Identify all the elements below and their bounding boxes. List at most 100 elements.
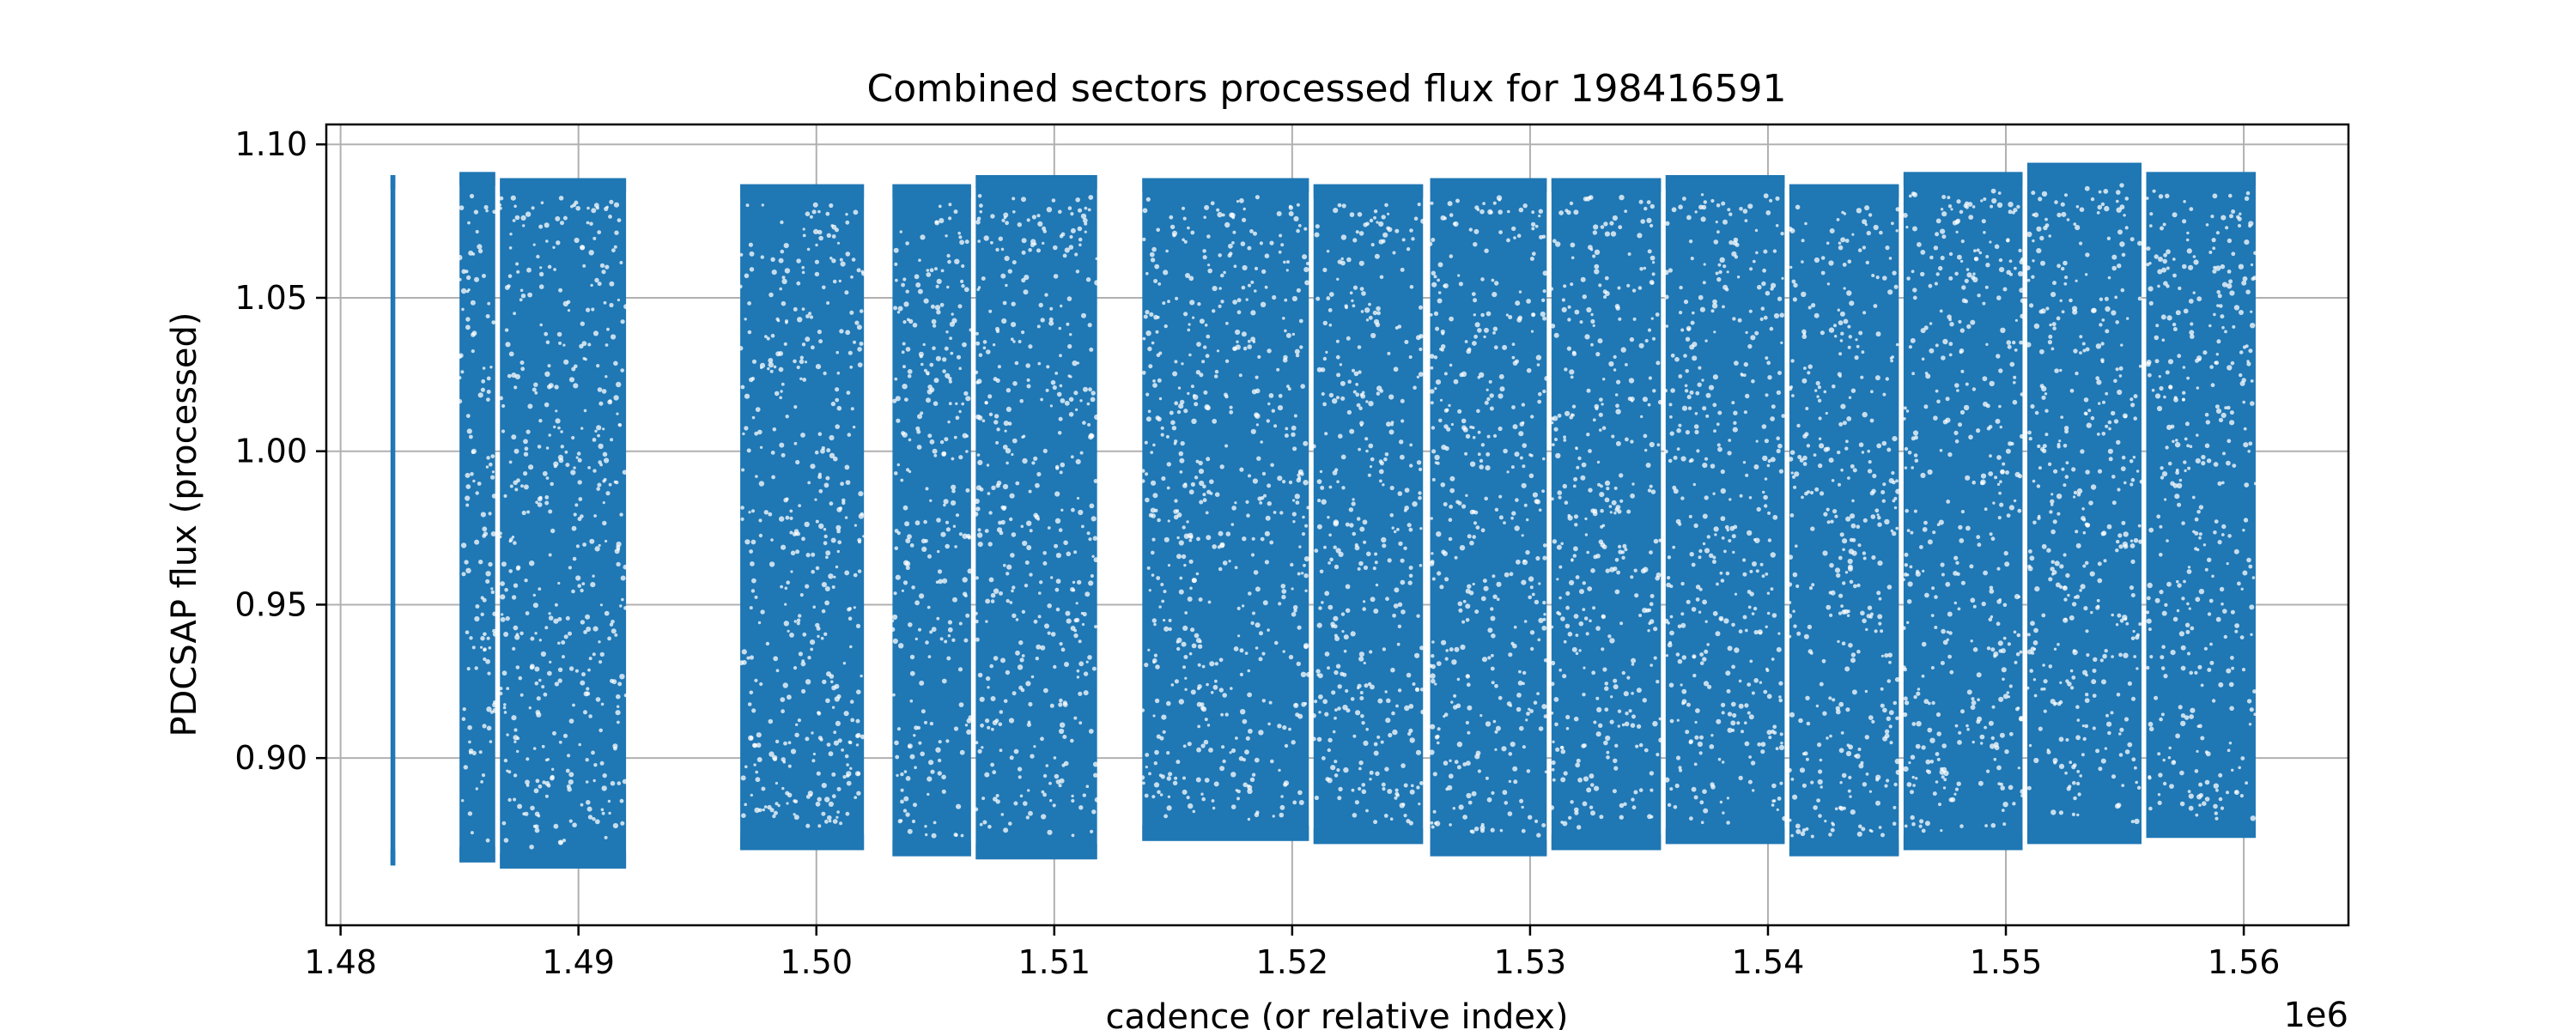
data-point-gap <box>1744 219 1748 222</box>
data-point-gap <box>1989 240 1992 244</box>
data-point-gap <box>1485 388 1489 391</box>
data-point-gap <box>844 754 849 759</box>
data-point-gap <box>1703 681 1710 687</box>
data-point-gap <box>1551 443 1555 446</box>
data-point-gap <box>996 427 1000 432</box>
data-point-gap <box>1345 306 1348 310</box>
data-point-gap <box>941 789 946 794</box>
data-point-gap <box>1510 465 1515 470</box>
data-point-gap <box>1441 344 1446 349</box>
data-point-gap <box>1391 526 1394 530</box>
data-point-gap <box>1303 563 1306 567</box>
data-point-gap <box>1892 531 1897 536</box>
data-point-gap <box>1710 198 1715 203</box>
data-point-gap <box>508 351 514 357</box>
data-point-gap <box>1449 647 1454 652</box>
data-point-gap <box>977 194 982 198</box>
data-point-gap <box>557 426 561 430</box>
data-point-gap <box>855 743 860 747</box>
data-point-gap <box>1250 553 1255 557</box>
data-point-gap <box>1801 783 1807 788</box>
data-point-gap <box>1626 509 1631 514</box>
data-point-gap <box>979 822 983 827</box>
data-point-gap <box>781 276 786 280</box>
data-point-gap <box>1851 550 1857 556</box>
data-point-gap <box>998 722 1003 727</box>
data-point-gap <box>1632 317 1637 321</box>
data-point-gap <box>1492 574 1496 579</box>
data-point-gap <box>1278 393 1283 398</box>
data-point-gap <box>460 370 465 374</box>
data-point-gap <box>1942 639 1948 645</box>
data-point-gap <box>1856 583 1861 588</box>
data-point-gap <box>750 539 756 545</box>
data-point-gap <box>1228 560 1231 563</box>
data-point-gap <box>1298 545 1302 548</box>
data-point-gap <box>779 287 782 291</box>
data-point-gap <box>1522 745 1526 749</box>
data-point-gap <box>907 534 912 540</box>
data-point-gap <box>1907 451 1912 455</box>
data-point-gap <box>985 598 990 604</box>
data-point-gap <box>1026 378 1030 382</box>
data-point-gap <box>482 526 488 532</box>
data-point-gap <box>1347 379 1352 385</box>
data-point-gap <box>611 334 617 340</box>
data-point-gap <box>1903 766 1909 772</box>
data-point-gap <box>1573 514 1579 519</box>
data-point-gap <box>1598 539 1604 545</box>
data-point-gap <box>601 270 606 275</box>
data-point-gap <box>1882 276 1887 281</box>
data-point-gap <box>1183 533 1190 539</box>
data-point-gap <box>621 597 624 602</box>
data-point-gap <box>740 775 746 781</box>
data-point-gap <box>1281 589 1287 594</box>
data-point-gap <box>917 627 922 632</box>
data-point-gap <box>1590 783 1595 787</box>
data-point-gap <box>1183 655 1188 659</box>
data-point-gap <box>1179 457 1185 464</box>
data-point-gap <box>1071 798 1075 803</box>
data-point-gap <box>1577 456 1582 461</box>
data-point-gap <box>1567 305 1571 309</box>
data-point-gap <box>1838 352 1843 356</box>
data-point-gap <box>2002 636 2007 640</box>
data-point-gap <box>1267 483 1272 488</box>
data-point-gap <box>1247 669 1251 673</box>
data-point-gap <box>1149 312 1154 317</box>
data-point-gap <box>1698 610 1702 614</box>
data-point-gap <box>919 593 925 599</box>
data-point-gap <box>1778 744 1785 751</box>
data-point-gap <box>1282 357 1288 363</box>
data-point-gap <box>2017 766 2020 770</box>
data-point-gap <box>2075 594 2080 599</box>
data-point-gap <box>787 741 792 745</box>
data-point-gap <box>764 335 768 338</box>
data-point-gap <box>500 616 506 622</box>
data-point-gap <box>1157 378 1162 383</box>
data-point-gap <box>1566 346 1571 351</box>
data-point-gap <box>1059 354 1062 358</box>
data-point-gap <box>2121 520 2126 525</box>
data-point-gap <box>1144 440 1148 445</box>
data-point-gap <box>1841 641 1846 645</box>
data-point-gap <box>1071 794 1074 798</box>
data-point-gap <box>1145 271 1149 276</box>
data-point-gap <box>900 788 904 792</box>
data-point-gap <box>1141 469 1145 473</box>
data-point-gap <box>551 767 555 771</box>
data-point-gap <box>1152 493 1158 499</box>
data-point-gap <box>1467 705 1473 711</box>
data-point-gap <box>1316 736 1322 742</box>
data-point-gap <box>1905 508 1909 513</box>
data-point-gap <box>522 812 526 816</box>
data-point-gap <box>2060 415 2064 419</box>
data-point-gap <box>894 546 899 551</box>
data-point-gap <box>1565 591 1571 597</box>
data-point-gap <box>857 362 863 367</box>
data-point-gap <box>1487 656 1492 660</box>
data-point-gap <box>1721 711 1725 715</box>
data-point-gap <box>1907 581 1913 587</box>
data-point-gap <box>571 367 576 372</box>
data-point-gap <box>936 518 941 523</box>
